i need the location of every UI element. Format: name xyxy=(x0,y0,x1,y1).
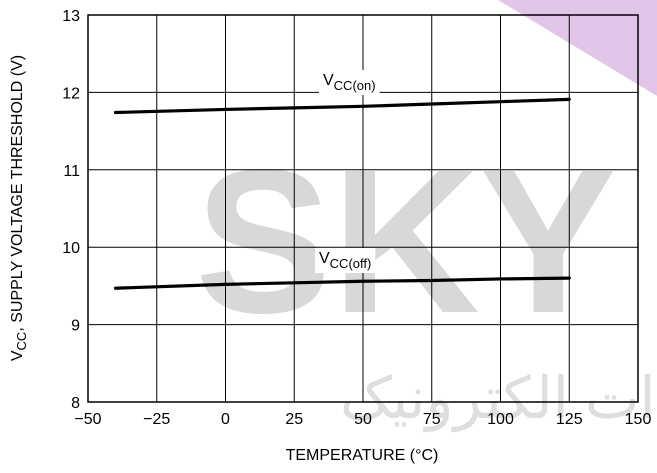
series-label-vcc-on: VCC(on) xyxy=(323,72,376,93)
y-tick-labels: 8 9 10 11 12 13 xyxy=(62,8,80,412)
x-tick-label: 75 xyxy=(423,411,441,428)
x-tick-label: 150 xyxy=(625,411,652,428)
watermark-script: ماات الکترونیک xyxy=(340,366,657,433)
series-label-background xyxy=(315,248,376,273)
x-tick-label: 25 xyxy=(285,411,303,428)
x-tick-label: 100 xyxy=(487,411,514,428)
x-tick-labels: −50 −25 0 25 50 75 100 125 150 xyxy=(74,411,651,428)
x-tick-label: 50 xyxy=(354,411,372,428)
series-line-vcc-off xyxy=(113,276,571,290)
y-tick-label: 11 xyxy=(63,163,80,180)
series-label-vcc-off: VCC(off) xyxy=(319,250,371,271)
y-tick-label: 13 xyxy=(62,8,80,25)
series-line-vcc-on xyxy=(113,97,571,115)
watermark: SKY ماات الکترونیک xyxy=(195,0,657,433)
series-lines xyxy=(113,97,571,290)
x-tick-label: −25 xyxy=(143,411,170,428)
x-tick-label: −50 xyxy=(74,411,101,428)
watermark-text: SKY xyxy=(195,127,617,356)
y-tick-label: 9 xyxy=(71,318,80,335)
y-axis-title: VCC, SUPPLY VOLTAGE THRESHOLD (V) xyxy=(9,55,29,361)
x-axis-title: TEMPERATURE (°C) xyxy=(286,447,439,464)
x-tick-label: 125 xyxy=(556,411,583,428)
y-tick-label: 10 xyxy=(62,240,80,257)
y-tick-label: 12 xyxy=(62,85,80,102)
series-label-background xyxy=(319,70,380,95)
y-tick-label: 8 xyxy=(71,395,80,412)
watermark-accent-shape xyxy=(498,0,657,96)
x-tick-label: 0 xyxy=(221,411,230,428)
plot-frame xyxy=(87,14,639,403)
